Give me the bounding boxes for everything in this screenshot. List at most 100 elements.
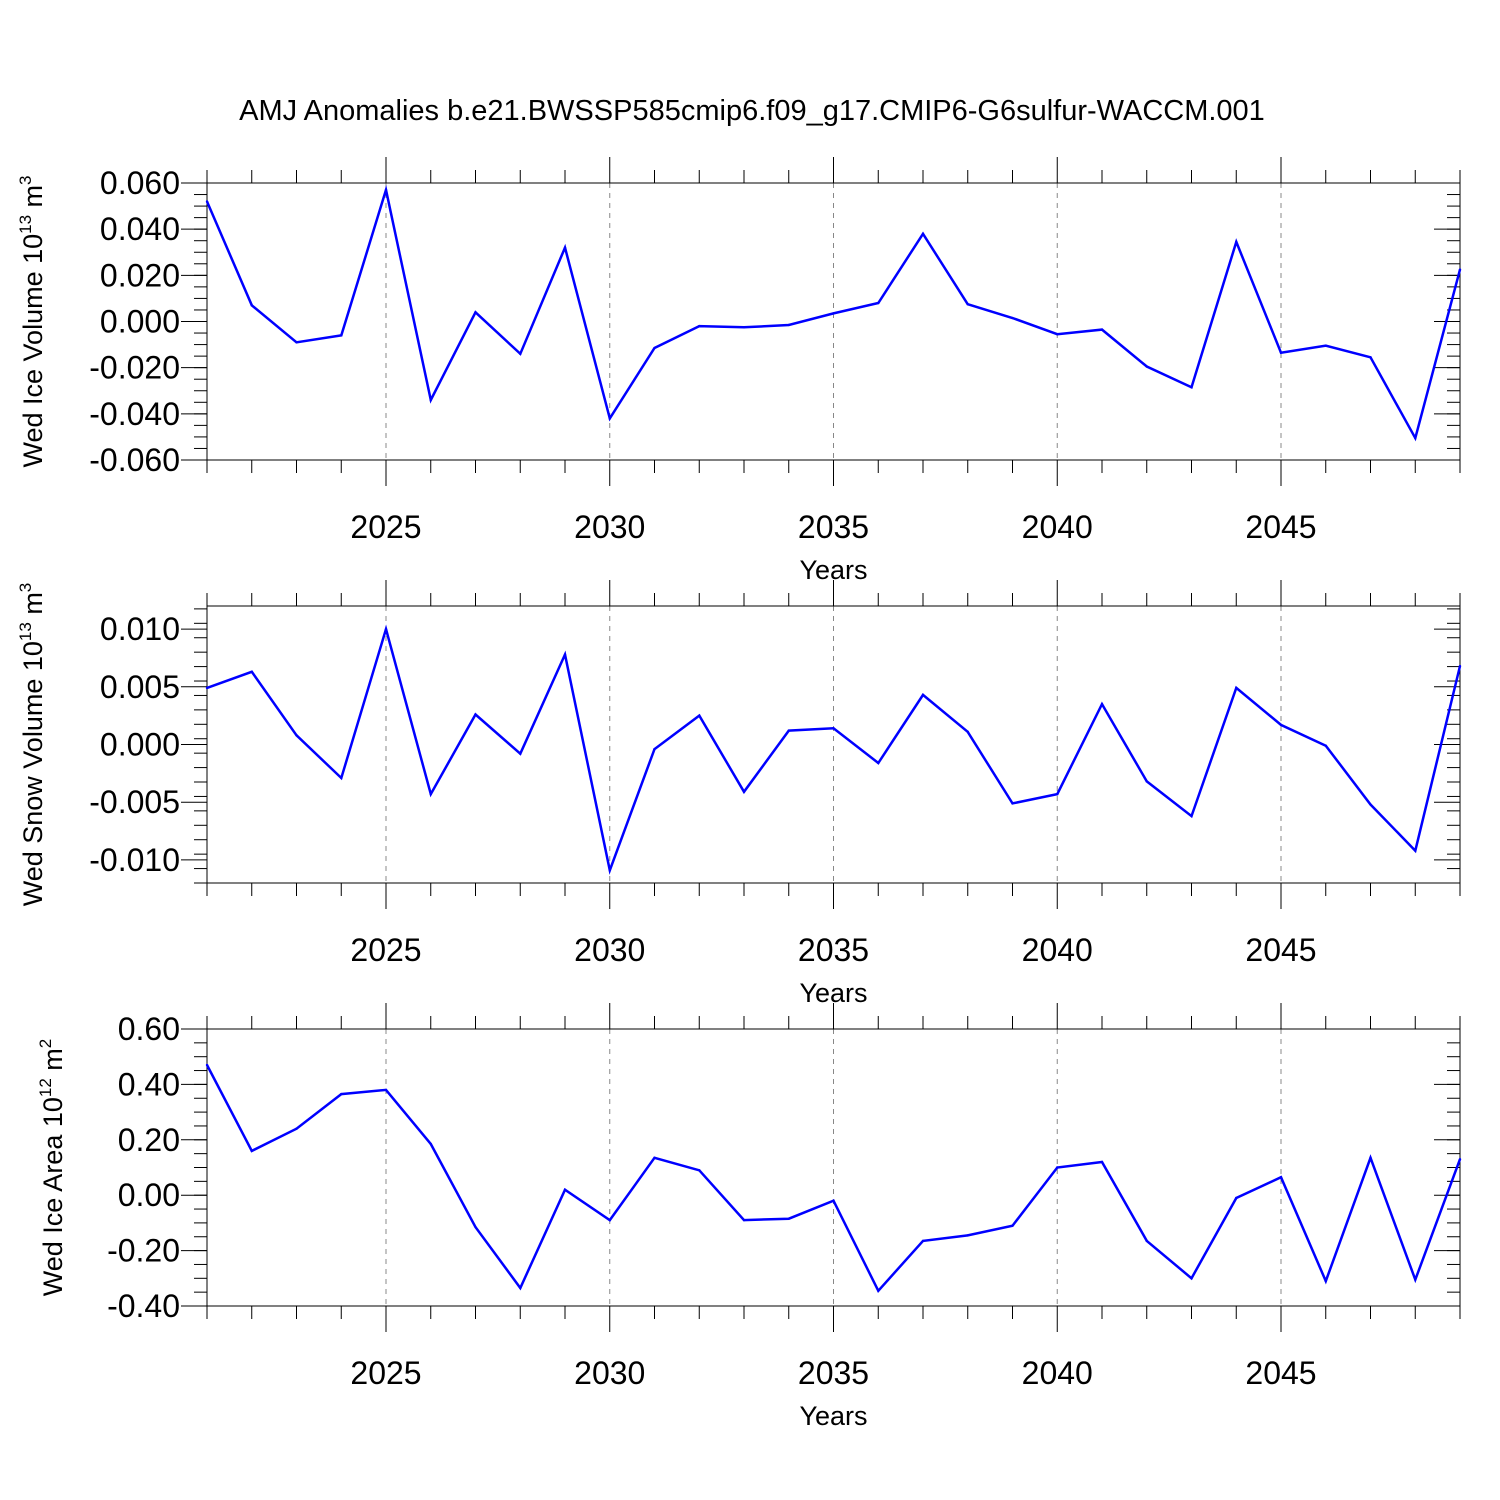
data-point [1235, 1196, 1238, 1200]
data-point [877, 1289, 880, 1292]
data-point [1414, 1278, 1417, 1281]
data-point [1414, 436, 1417, 440]
y-tick-label: -0.060 [89, 442, 180, 478]
data-point [340, 776, 343, 780]
data-point [250, 670, 253, 673]
data-point [608, 1218, 611, 1222]
data-point [1324, 1279, 1327, 1283]
data-point [1011, 1224, 1014, 1227]
data-point [921, 1239, 925, 1243]
y-tick-label: 0.20 [118, 1122, 180, 1158]
data-point [384, 188, 388, 192]
data-point [966, 730, 969, 734]
y-tick-label: -0.040 [89, 396, 180, 432]
y-tick-label: -0.20 [107, 1233, 180, 1269]
y-tick-label: 0.60 [118, 1011, 180, 1047]
data-point [832, 1199, 835, 1202]
data-point [966, 302, 969, 306]
data-point [340, 1092, 343, 1096]
data-point [1190, 1277, 1193, 1280]
data-point [1369, 356, 1372, 359]
data-point [1056, 792, 1059, 796]
data-point [295, 1127, 298, 1130]
data-point [563, 246, 567, 249]
data-point [698, 324, 701, 328]
data-point [1414, 849, 1417, 852]
data-point [205, 200, 209, 203]
data-point [921, 232, 925, 235]
x-tick-label: 2045 [1245, 1355, 1316, 1391]
y-tick-label: 0.040 [100, 211, 180, 247]
x-tick-label: 2040 [1022, 1355, 1093, 1391]
data-point [1279, 351, 1283, 354]
data-point [1279, 723, 1283, 727]
data-point [832, 312, 835, 315]
data-point [1190, 386, 1193, 389]
y-tick-label: 0.40 [118, 1066, 180, 1102]
data-point [340, 334, 343, 337]
data-point [966, 1234, 969, 1237]
data-point [1458, 1157, 1462, 1161]
data-point [429, 792, 432, 796]
y-axis-title: Wed Snow Volume 1013 m3 [16, 583, 48, 907]
data-point [429, 398, 432, 402]
data-point [742, 790, 746, 794]
data-point [474, 311, 477, 314]
data-point [384, 1088, 388, 1092]
y-tick-label: 0.060 [100, 165, 180, 201]
y-tick-label: 0.005 [100, 669, 180, 705]
data-point [205, 1063, 209, 1067]
data-point [250, 304, 253, 307]
data-point [1145, 1239, 1148, 1243]
data-point [1100, 1160, 1104, 1164]
data-point [877, 301, 880, 305]
data-point [1458, 664, 1462, 668]
panel-1: -0.060 -0.040 -0.020 0.000 0.020 0.040 0.060 20… [16, 157, 1462, 585]
x-tick-label: 2030 [574, 509, 645, 545]
data-point [1056, 332, 1059, 336]
x-tick-label: 2040 [1022, 932, 1093, 968]
x-tick-label: 2035 [798, 932, 869, 968]
data-point [1279, 1175, 1283, 1179]
y-tick-label: -0.40 [107, 1288, 180, 1324]
data-point [519, 1286, 522, 1290]
x-tick-label: 2040 [1022, 509, 1093, 545]
data-point [877, 761, 880, 765]
data-point [1145, 780, 1148, 783]
data-point [742, 326, 746, 329]
data-point [787, 729, 790, 732]
data-point [787, 323, 790, 327]
data-point [832, 727, 835, 730]
panel-2: -0.010 -0.005 0.000 0.005 0.010 2025 2030 2035 2… [16, 580, 1462, 1008]
data-point [429, 1142, 432, 1146]
y-axis-title: Wed Ice Area 1012 m2 [36, 1039, 68, 1297]
x-tick-label: 2025 [350, 509, 421, 545]
plot-frame [206, 605, 1461, 884]
x-tick-label: 2030 [574, 932, 645, 968]
x-tick-label: 2045 [1245, 932, 1316, 968]
y-tick-label: -0.020 [89, 350, 180, 386]
data-point [608, 417, 611, 420]
x-tick-label: 2030 [574, 1355, 645, 1391]
data-point [653, 346, 656, 350]
data-point [563, 653, 567, 656]
y-tick-label: 0.00 [118, 1177, 180, 1213]
x-tick-label: 2045 [1245, 509, 1316, 545]
series-line [205, 1064, 1462, 1294]
data-point [474, 1225, 477, 1229]
data-point [1324, 744, 1327, 747]
plot-frame [206, 1028, 1461, 1307]
y-tick-label: -0.005 [89, 784, 180, 820]
data-point [698, 714, 701, 717]
data-point [921, 693, 925, 697]
x-tick-label: 2025 [350, 932, 421, 968]
plot-frame [206, 182, 1461, 461]
y-axis-title: Wed Ice Volume 1013 m3 [16, 175, 48, 467]
data-point [1145, 365, 1148, 368]
x-tick-label: 2025 [350, 1355, 421, 1391]
data-point [1235, 686, 1238, 690]
data-point [1011, 316, 1014, 320]
y-tick-label: 0.000 [100, 727, 180, 763]
data-point [295, 734, 298, 737]
